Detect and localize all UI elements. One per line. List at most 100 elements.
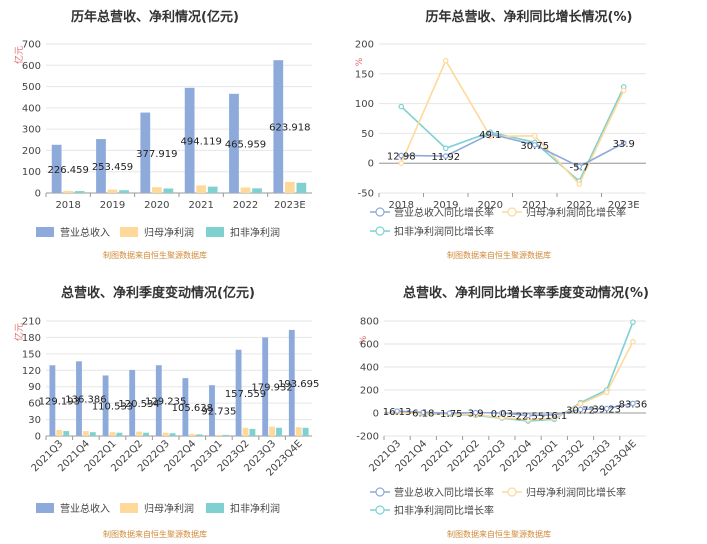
y-tick-label: 600 (360, 340, 379, 351)
data-label: 39.23 (592, 404, 621, 415)
bar-2 (116, 432, 123, 436)
legend-label: 营业总收入同比增长率 (394, 206, 494, 219)
data-label: 120.534 (118, 399, 159, 410)
y-tick-label: 210 (22, 317, 41, 328)
bar-2 (252, 188, 262, 193)
data-label: 3.9 (468, 409, 484, 420)
bar-1 (82, 431, 89, 436)
annual-revenue-profit-chart: 历年总营收、净利情况(亿元) 亿元 0 100 200 300 400 500 600 700… (0, 0, 353, 272)
series-point-1 (620, 87, 627, 94)
data-label: 193.695 (278, 379, 319, 390)
bar-0 (184, 87, 195, 193)
data-label: 6.18 (412, 408, 434, 419)
series-point-0 (420, 409, 427, 416)
legend-label: 归母净利润同比增长率 (526, 206, 626, 219)
y-tick-label: 30 (28, 415, 41, 426)
source-note: 制图数据来自恒生聚源数据库 (103, 529, 207, 539)
y-tick-label: 60 (28, 399, 41, 410)
bar-1 (284, 181, 295, 193)
chart-title: 历年总营收、净利同比增长情况(%) (426, 9, 633, 25)
bar-0 (140, 112, 151, 193)
series-point-1 (398, 160, 405, 167)
data-label: 0.03 (491, 409, 513, 420)
series-point-0 (630, 400, 636, 407)
legend-label: 归母净利润同比增长率 (526, 486, 626, 499)
y-tick-label: 200 (360, 386, 379, 397)
series-point-2 (630, 319, 636, 325)
bar-0 (235, 349, 242, 436)
bar-2 (169, 433, 176, 436)
series-line-0 (401, 133, 625, 168)
legend-marker (507, 487, 517, 497)
source-note: 制图数据来自恒生聚源数据库 (447, 250, 551, 260)
bar-0 (262, 337, 269, 436)
y-tick-label: 0 (35, 189, 41, 200)
x-tick-label: 2020 (144, 200, 169, 211)
data-label: 12.98 (387, 151, 416, 162)
legend-label: 扣非净利润同比增长率 (394, 225, 494, 238)
source-note: 制图数据来自恒生聚源数据库 (103, 250, 207, 260)
y-tick-label: 800 (360, 317, 379, 328)
legend: 营业总收入 归母净利润 扣非净利润 (36, 226, 280, 239)
data-label: -1.75 (437, 409, 463, 420)
series-line-2 (400, 86, 625, 183)
series-point-0 (525, 412, 531, 419)
y-tick-label: 0 (35, 432, 41, 443)
y-tick-label: 180 (22, 333, 41, 344)
legend-marker (375, 505, 385, 515)
y-tick-label: 100 (22, 167, 41, 178)
source-note: 制图数据来自恒生聚源数据库 (447, 529, 551, 539)
quarterly-revenue-profit-chart: 总营收、净利季度变动情况(亿元) 亿元 0 30 60 90 120 150 180 210 2… (0, 272, 353, 544)
data-label: 226.459 (47, 165, 88, 176)
bar-2 (89, 432, 96, 436)
bar-0 (102, 375, 109, 436)
x-tick-label: 2021 (188, 200, 213, 211)
legend-label: 归母净利润 (144, 502, 194, 515)
bar-2 (119, 190, 129, 193)
y-unit: 亿元 (13, 323, 25, 341)
chart-title: 历年总营收、净利情况(亿元) (71, 9, 239, 25)
series-line-1 (397, 341, 634, 421)
legend-label: 营业总收入 (60, 226, 110, 239)
legend-label: 扣非净利润同比增长率 (394, 504, 494, 517)
series-point-1 (531, 132, 538, 139)
data-label: 49.1 (479, 130, 501, 141)
plot-area: 0 100 200 300 400 500 600 700 2018 2019 2020 2021 20… (22, 40, 312, 211)
bar-2 (302, 427, 309, 436)
bar-2 (207, 186, 218, 193)
bar-2 (249, 428, 256, 436)
bar-1 (63, 190, 74, 193)
bar-1 (189, 433, 196, 436)
y-tick-label: 600 (22, 61, 41, 72)
y-unit: 亿元 (13, 46, 25, 64)
plot-area: -50 0 50 100 150 200 2018 2019 2020 2021 2022 2023E… (355, 40, 646, 211)
chart-svg: 总营收、净利同比增长率季度变动情况(%) % -200 0 200 400 600 800… (356, 285, 649, 539)
bar-0 (273, 60, 284, 193)
legend-swatch (36, 227, 54, 237)
data-label: 157.559 (225, 389, 266, 400)
y-tick-label: 120 (22, 366, 41, 377)
bar-0 (288, 329, 295, 436)
data-label: 179.932 (251, 383, 292, 394)
legend-label: 营业总收入 (60, 502, 110, 515)
bar-2 (74, 191, 85, 193)
chart-svg: 历年总营收、净利情况(亿元) 亿元 0 100 200 300 400 500 600 700… (13, 9, 312, 260)
series-point-1 (603, 389, 610, 396)
legend-marker (375, 207, 385, 217)
y-tick-label: 0 (373, 409, 379, 420)
legend-marker (375, 487, 385, 497)
legend-swatch (206, 503, 224, 513)
bar-1 (215, 434, 222, 436)
bar-0 (76, 361, 82, 436)
series-line-0 (397, 402, 634, 417)
data-label: -16.1 (541, 411, 567, 422)
legend-marker (507, 207, 517, 217)
series-point-2 (442, 145, 449, 152)
y-tick-label: 0 (368, 159, 374, 170)
plot-area: 03060901201501802102021Q32021Q42022Q1202… (22, 317, 319, 479)
data-label: 110.533 (92, 402, 133, 413)
bar-1 (240, 187, 251, 193)
legend-label: 归母净利润 (144, 226, 194, 239)
bar-2 (276, 427, 282, 436)
bar-0 (129, 369, 136, 436)
